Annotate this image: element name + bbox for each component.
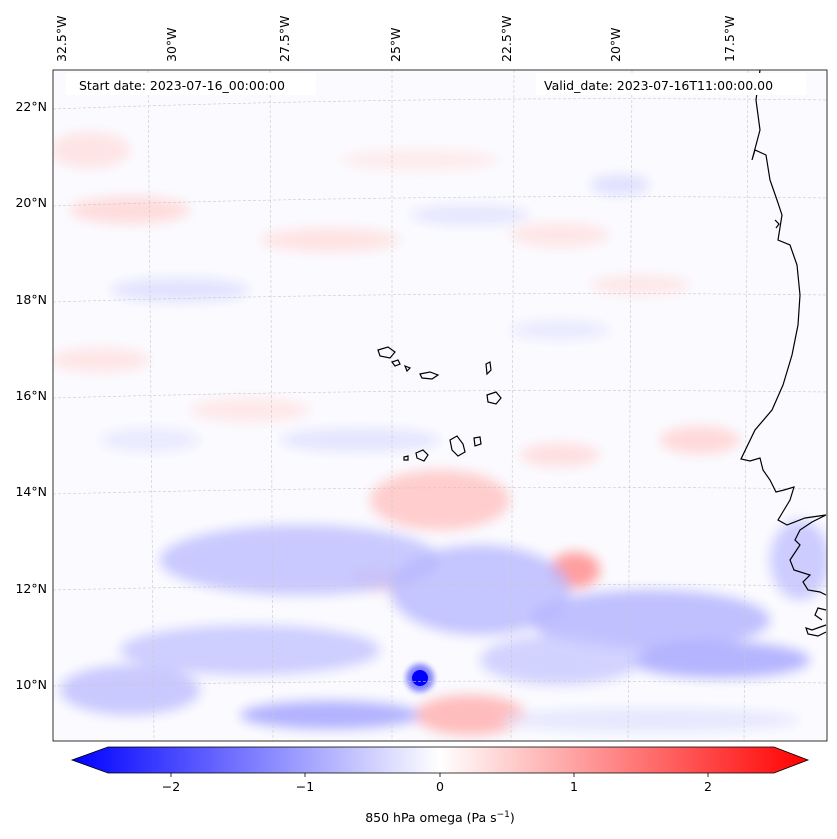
colorbar-tick-label: −1	[296, 779, 314, 794]
colorbar-title: 850 hPa omega (Pa s−1)	[365, 810, 515, 825]
longitude-ticks: 32.5°W 30°W 27.5°W 25°W 22.5°W 20°W 17.5…	[54, 16, 737, 62]
lat-tick-label: 10°N	[15, 677, 47, 692]
colorbar-title-sup: −1	[497, 810, 510, 820]
lon-tick-label: 30°W	[164, 27, 179, 62]
colorbar: −2 −1 0 1 2 850 hPa omega (Pa s−1)	[70, 746, 810, 825]
colorbar-tick-label: 0	[436, 779, 444, 794]
lon-tick-label: 22.5°W	[499, 16, 514, 62]
african-coastline	[740, 70, 827, 637]
lat-tick-label: 20°N	[15, 195, 47, 210]
graticule	[52, 69, 828, 742]
colorbar-title-main: 850 hPa omega (Pa s	[365, 810, 496, 825]
colorbar-tick-label: 2	[704, 779, 712, 794]
valid-date-label: Valid_date: 2023-07-16T11:00:00.00	[544, 78, 773, 93]
start-date-box	[66, 73, 316, 95]
colorbar-gradient	[70, 746, 810, 774]
colorbar-tick-label: 1	[570, 779, 578, 794]
colorbar-title-close: )	[510, 810, 515, 825]
lat-tick-label: 22°N	[15, 99, 47, 114]
lon-tick-label: 20°W	[608, 27, 623, 62]
cape-verde-islands	[377, 346, 502, 462]
colorbar-ticks	[170, 773, 709, 777]
start-date-label: Start date: 2023-07-16_00:00:00	[79, 78, 285, 93]
lon-tick-label: 32.5°W	[54, 16, 69, 62]
lon-tick-label: 25°W	[388, 27, 403, 62]
field-blobs	[53, 132, 827, 735]
valid-date-box	[536, 73, 806, 95]
lat-tick-label: 16°N	[15, 388, 47, 403]
omega-field	[53, 132, 827, 735]
lat-tick-label: 18°N	[15, 292, 47, 307]
map-frame	[52, 69, 828, 742]
colorbar-tick-label: −2	[162, 779, 180, 794]
latitude-ticks: 22°N 20°N 18°N 16°N 14°N 12°N 10°N	[15, 99, 47, 692]
lon-tick-label: 27.5°W	[277, 16, 292, 62]
lat-tick-label: 14°N	[15, 484, 47, 499]
lon-tick-label: 17.5°W	[722, 16, 737, 62]
lat-tick-label: 12°N	[15, 581, 47, 596]
strong-ascent-spot	[406, 664, 434, 692]
